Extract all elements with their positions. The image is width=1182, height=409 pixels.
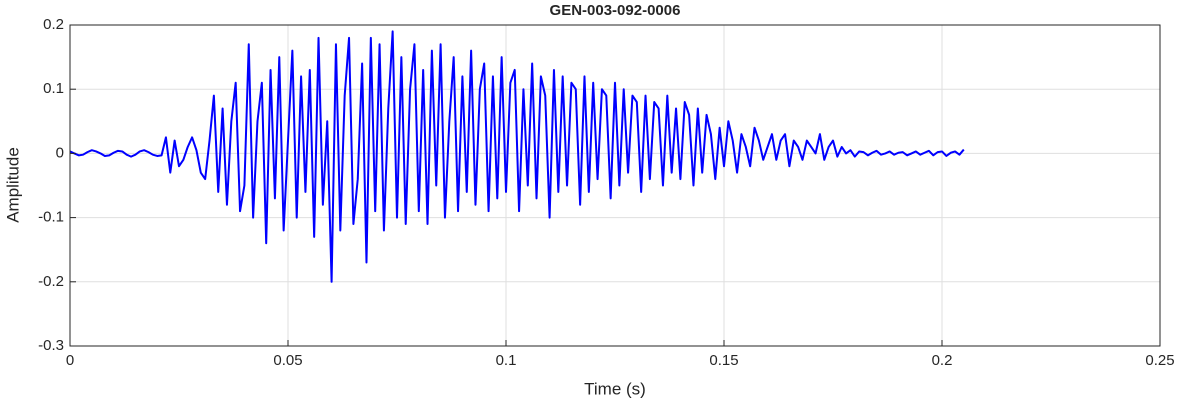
waveform-line	[69, 30, 965, 283]
y-tick-label: 0.2	[43, 16, 64, 33]
x-tick-label: 0.1	[496, 352, 517, 369]
x-tick-label: 0.15	[709, 352, 738, 369]
y-tick-label: 0	[56, 144, 64, 161]
y-tick-label: -0.3	[38, 337, 64, 354]
x-tick-label: 0	[66, 352, 74, 369]
chart-title: GEN-003-092-0006	[550, 2, 681, 19]
marks	[69, 30, 965, 283]
y-axis-label: Amplitude	[3, 147, 22, 223]
x-tick-label: 0.05	[273, 352, 302, 369]
x-axis-label: Time (s)	[584, 379, 646, 398]
plot-area	[70, 25, 1160, 346]
y-tick-label: 0.1	[43, 80, 64, 97]
x-tick-label: 0.2	[932, 352, 953, 369]
x-tick-label: 0.25	[1145, 352, 1174, 369]
y-tick-label: -0.1	[38, 209, 64, 226]
plot-frame	[69, 24, 1161, 347]
y-tick-label: -0.2	[38, 273, 64, 290]
